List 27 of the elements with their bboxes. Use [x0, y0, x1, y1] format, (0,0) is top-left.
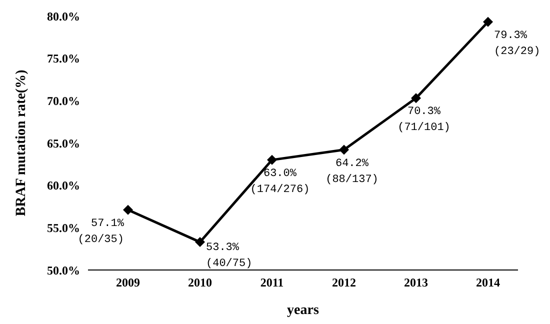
x-axis-title: years: [287, 302, 320, 318]
y-tick-label: 60.0%: [47, 178, 80, 193]
data-label: 57.1% (20/35): [78, 218, 124, 246]
point: [339, 144, 349, 155]
y-axis-title: BRAF mutation rate(%): [14, 69, 29, 216]
y-tick-label: 50.0%: [47, 263, 80, 278]
x-tick-label: 2009: [116, 276, 140, 290]
point: [483, 16, 493, 27]
x-tick-label: 2010: [188, 276, 212, 290]
data-label: 64.2% (88/137): [326, 158, 378, 186]
point: [123, 204, 133, 215]
y-tick-label: 75.0%: [47, 52, 80, 66]
y-tick-label: 70.0%: [47, 94, 80, 108]
x-tick-label: 2012: [332, 276, 356, 290]
x-tick-label: 2013: [404, 276, 428, 290]
y-tick-label: 80.0%: [47, 9, 80, 24]
data-label: 63.0% (174/276): [250, 168, 310, 196]
point: [267, 154, 277, 165]
x-tick-label: 2014: [476, 276, 500, 290]
y-tick-label: 65.0%: [47, 136, 80, 150]
x-tick-label: 2011: [260, 276, 284, 290]
point: [411, 93, 421, 104]
data-label: 53.3% (40/75): [206, 242, 252, 270]
point: [195, 237, 205, 248]
data-label: 70.3% (71/101): [398, 106, 450, 134]
y-tick-label: 55.0%: [47, 220, 80, 235]
data-label: 79.3% (23/29): [494, 30, 540, 58]
